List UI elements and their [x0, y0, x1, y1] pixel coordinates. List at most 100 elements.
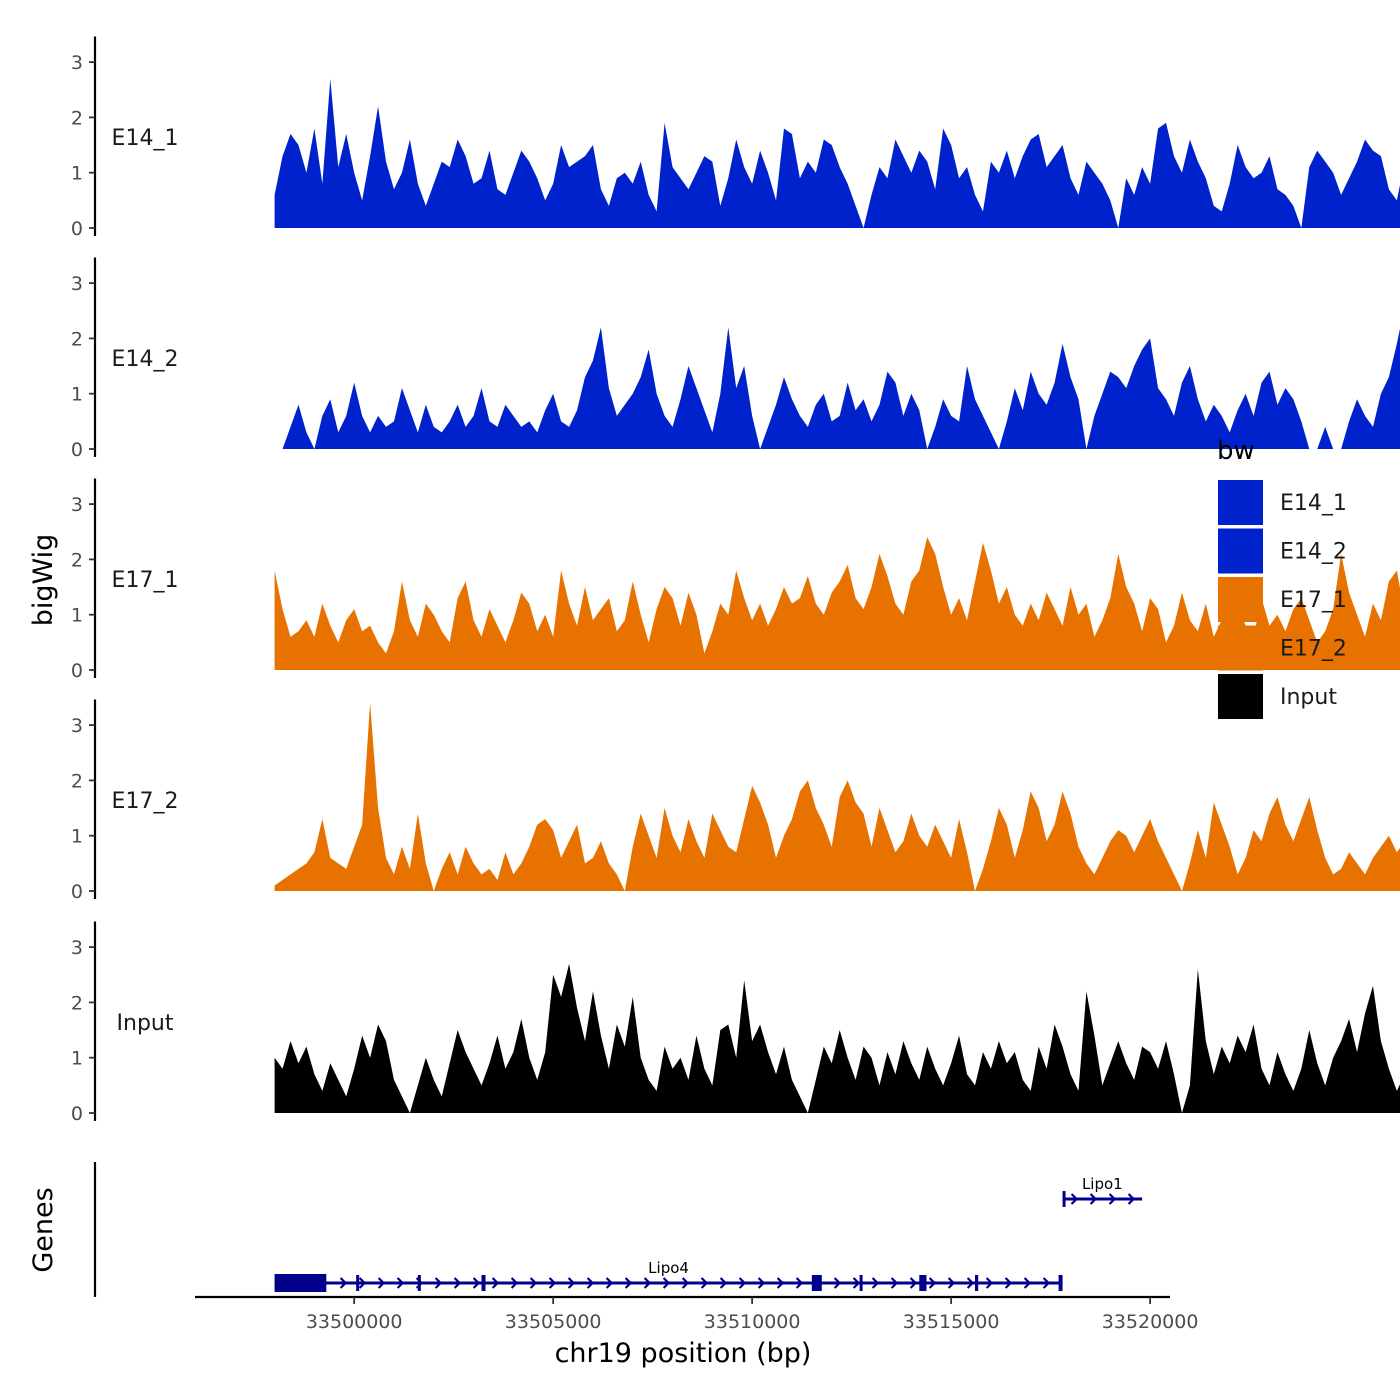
gene-label: Lipo4 — [648, 1259, 689, 1277]
strand-arrow — [510, 1277, 519, 1289]
strand-arrow — [1108, 1193, 1117, 1205]
legend-swatch — [1218, 480, 1263, 525]
bigwig-tracks: 0 1 2 3 E14_1 0 1 2 3 E14_2 0 1 2 3 E17_1 0 1 2 3 E17_2 0 1 2 3… — [71, 36, 1400, 1125]
strand-arrow — [700, 1277, 709, 1289]
track-label: Input — [117, 1011, 174, 1036]
legend-entry: E14_2 — [1218, 528, 1347, 574]
strand-arrow — [605, 1277, 614, 1289]
exon — [919, 1275, 927, 1291]
exon — [417, 1275, 421, 1291]
strand-arrow — [548, 1277, 557, 1289]
strand-arrow — [529, 1277, 538, 1289]
exon — [356, 1275, 360, 1291]
track-e17-1: 0 1 2 3 E17_1 — [71, 478, 1400, 682]
x-axis-title: chr19 position (bp) — [555, 1338, 812, 1369]
strand-arrow — [1070, 1193, 1079, 1205]
strand-arrow — [643, 1277, 652, 1289]
y-tick-label: 3 — [71, 273, 83, 295]
legend-label: E14_1 — [1280, 491, 1347, 516]
legend-label: E17_1 — [1280, 588, 1347, 613]
x-tick-label: 33515000 — [903, 1311, 1000, 1333]
exon — [274, 1274, 327, 1292]
y-tick-label: 3 — [71, 937, 83, 959]
track-label: E17_1 — [112, 568, 179, 593]
x-axis: 33500000 33505000 33510000 33515000 33520000 — [195, 1295, 1199, 1333]
strand-arrow — [491, 1277, 500, 1289]
exon — [1062, 1191, 1066, 1207]
y-tick-label: 3 — [71, 715, 83, 737]
strand-arrow — [1042, 1277, 1051, 1289]
y-tick-label: 0 — [71, 881, 83, 903]
y-tick-label: 0 — [71, 660, 83, 682]
exon — [859, 1275, 863, 1291]
gene-lipo4: Lipo4 — [274, 1259, 1063, 1292]
legend-label: E17_2 — [1280, 637, 1347, 662]
signal-area — [274, 537, 1400, 670]
strand-arrow — [947, 1277, 956, 1289]
strand-arrow — [1089, 1193, 1098, 1205]
signal-area — [274, 78, 1400, 228]
track-label: E17_2 — [112, 789, 179, 814]
strand-arrow — [966, 1277, 975, 1289]
strand-arrow — [909, 1277, 918, 1289]
strand-arrow — [339, 1277, 348, 1289]
y-tick-label: 0 — [71, 1103, 83, 1125]
track-input: 0 1 2 3 Input — [71, 921, 1400, 1125]
strand-arrow — [662, 1277, 671, 1289]
y-tick-label: 1 — [71, 384, 83, 406]
strand-arrow — [871, 1277, 880, 1289]
y-tick-label: 2 — [71, 549, 83, 571]
gene-track: Lipo1 Lipo4 — [93, 1162, 1143, 1297]
y-tick-label: 1 — [71, 163, 83, 185]
strand-arrow — [453, 1277, 462, 1289]
y-tick-label: 3 — [71, 494, 83, 516]
x-tick-label: 33500000 — [306, 1311, 403, 1333]
signal-area — [274, 327, 1400, 449]
y-tick-label: 0 — [71, 218, 83, 240]
strand-arrow — [681, 1277, 690, 1289]
strand-arrow — [472, 1277, 481, 1289]
y-tick-label: 2 — [71, 328, 83, 350]
y-tick-label: 2 — [71, 770, 83, 792]
signal-area — [274, 702, 1400, 891]
strand-arrow — [624, 1277, 633, 1289]
strand-arrow — [719, 1277, 728, 1289]
legend-entry: E17_1 — [1218, 577, 1347, 622]
y-tick-label: 1 — [71, 605, 83, 627]
legend-entry: E17_2 — [1218, 625, 1347, 671]
legend: bw E14_1 E14_2 E17_1 E17_2 Input — [1217, 436, 1347, 719]
y-tick-label: 2 — [71, 107, 83, 129]
legend-title: bw — [1217, 436, 1255, 466]
gene-lipo1: Lipo1 — [1062, 1175, 1143, 1207]
strand-arrow — [776, 1277, 785, 1289]
strand-arrow — [1127, 1193, 1136, 1205]
x-tick-label: 33520000 — [1102, 1311, 1199, 1333]
strand-arrow — [1004, 1277, 1013, 1289]
y-tick-label: 1 — [71, 1048, 83, 1070]
legend-label: E14_2 — [1280, 540, 1347, 565]
strand-arrow — [567, 1277, 576, 1289]
exon — [1058, 1275, 1063, 1291]
track-label: E14_2 — [112, 347, 179, 372]
gene-label: Lipo1 — [1082, 1175, 1123, 1193]
genes-panel-title: Genes — [28, 1187, 59, 1272]
strand-arrow — [358, 1277, 367, 1289]
strand-arrow — [1023, 1277, 1032, 1289]
track-e17-2: 0 1 2 3 E17_2 — [71, 699, 1400, 903]
signal-area — [274, 963, 1400, 1113]
strand-arrow — [795, 1277, 804, 1289]
legend-swatch — [1218, 625, 1263, 671]
track-e14-2: 0 1 2 3 E14_2 — [71, 257, 1400, 461]
legend-entry: Input — [1218, 674, 1337, 719]
legend-swatch — [1218, 528, 1263, 574]
strand-arrow — [757, 1277, 766, 1289]
strand-arrow — [738, 1277, 747, 1289]
strand-arrow — [985, 1277, 994, 1289]
legend-swatch — [1218, 674, 1263, 719]
exon — [811, 1275, 822, 1291]
track-e14-1: 0 1 2 3 E14_1 — [71, 36, 1400, 240]
track-label: E14_1 — [112, 126, 179, 151]
strand-arrow — [396, 1277, 405, 1289]
y-axis-title: bigWig — [28, 534, 59, 627]
strand-arrow — [377, 1277, 386, 1289]
